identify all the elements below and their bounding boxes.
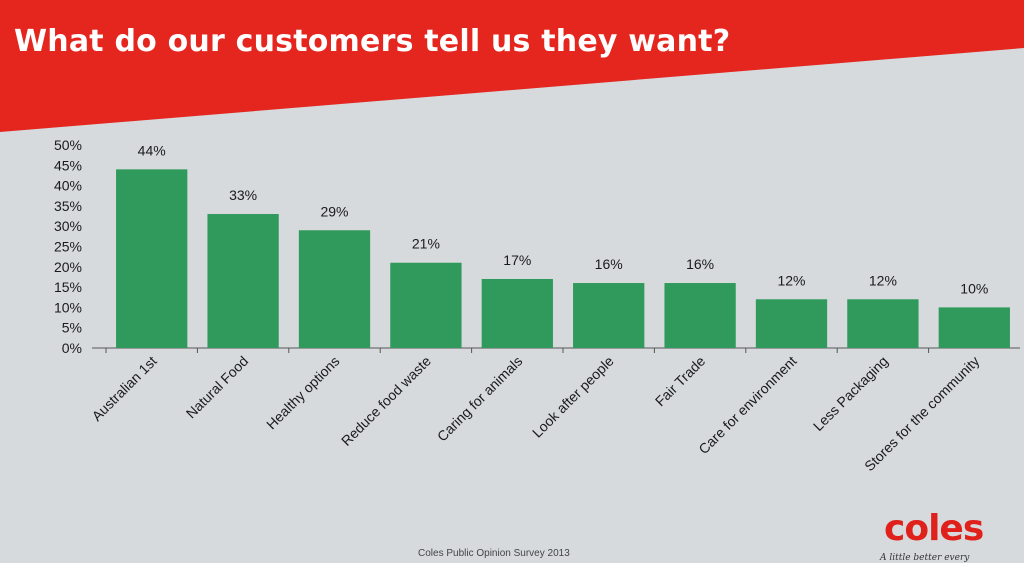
category-label: Caring for animals (434, 353, 526, 445)
header-band-shape (0, 0, 1024, 132)
data-label: 12% (869, 272, 897, 288)
category-label: Natural Food (183, 353, 252, 422)
bar (847, 299, 919, 348)
data-label: 44% (138, 142, 166, 158)
y-tick-label: 20% (54, 259, 82, 275)
category-label: Care for environment (695, 353, 799, 457)
data-label: 10% (960, 280, 988, 296)
slide-title: What do our customers tell us they want? (14, 24, 731, 59)
logo-tagline: A little better every (880, 553, 970, 563)
y-tick-label: 5% (62, 320, 82, 336)
y-tick-label: 30% (54, 218, 82, 234)
bar (481, 278, 553, 348)
y-tick-label: 35% (54, 198, 82, 214)
data-label: 29% (320, 203, 348, 219)
data-label: 33% (229, 187, 257, 203)
bar (938, 307, 1010, 348)
y-tick-label: 50% (54, 137, 82, 153)
data-label: 12% (777, 272, 805, 288)
category-label: Fair Trade (652, 353, 709, 410)
y-tick-label: 25% (54, 239, 82, 255)
y-tick-label: 40% (54, 178, 82, 194)
y-tick-label: 10% (54, 299, 82, 315)
bar (298, 230, 371, 348)
y-tick-label: 0% (62, 340, 82, 356)
bar (755, 299, 828, 348)
y-tick-label: 45% (54, 157, 82, 173)
data-label: 16% (686, 256, 714, 272)
category-label: Look after people (529, 353, 617, 441)
header-band (0, 0, 1024, 132)
data-label: 16% (595, 256, 623, 272)
data-label: 17% (503, 252, 531, 268)
source-footnote: Coles Public Opinion Survey 2013 (418, 548, 570, 559)
category-label: Reduce food waste (338, 353, 434, 449)
category-label: Australian 1st (89, 353, 160, 424)
bar (573, 283, 645, 348)
data-label: 21% (412, 236, 440, 252)
bar (664, 283, 736, 348)
category-label: Less Packaging (810, 353, 891, 434)
bar (116, 169, 188, 348)
bar (390, 262, 462, 348)
y-tick-label: 15% (54, 279, 82, 295)
category-label: Healthy options (263, 353, 343, 433)
bar (207, 214, 279, 348)
coles-logo: coles (884, 508, 984, 549)
